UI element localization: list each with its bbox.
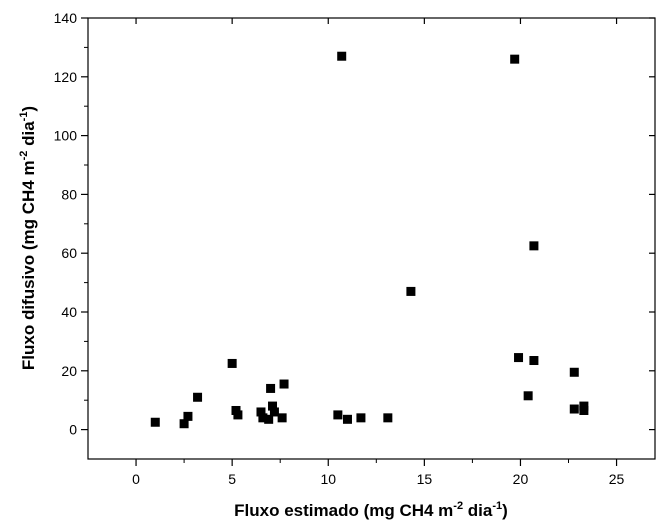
data-point (333, 410, 343, 420)
data-point (258, 413, 268, 423)
y-tick-label: 100 (54, 128, 78, 144)
data-point (233, 410, 243, 420)
data-point (529, 356, 539, 366)
x-tick-label: 15 (417, 471, 433, 487)
data-points (150, 51, 589, 429)
data-point (150, 417, 160, 427)
x-axis-title: Fluxo estimado (mg CH4 m-2 dia-1) (234, 500, 508, 520)
x-tick-label: 20 (513, 471, 529, 487)
data-point (383, 413, 393, 423)
data-point (193, 392, 203, 402)
data-point (227, 358, 237, 368)
data-point (179, 419, 189, 429)
data-point (529, 241, 539, 251)
data-point (406, 286, 416, 296)
data-point (269, 407, 279, 417)
data-point (523, 391, 533, 401)
y-tick-label: 40 (61, 304, 77, 320)
axis-ticks: 0 5 10 15 20 25 0 20 40 60 80 100 120 140 (54, 10, 655, 487)
x-tick-label: 5 (228, 471, 236, 487)
x-tick-label: 10 (320, 471, 336, 487)
data-point (279, 379, 289, 389)
y-tick-label: 120 (54, 69, 78, 85)
y-tick-label: 0 (69, 422, 77, 438)
data-point (266, 383, 276, 393)
data-point (514, 353, 524, 363)
x-tick-label: 25 (609, 471, 625, 487)
plot-frame (87, 17, 656, 460)
data-point (569, 367, 579, 377)
data-point (264, 414, 274, 424)
data-point (183, 411, 193, 421)
data-point (579, 405, 589, 415)
data-point (256, 407, 266, 417)
y-tick-label: 80 (61, 186, 77, 202)
data-point (277, 413, 287, 423)
data-point (342, 414, 352, 424)
data-point (569, 404, 579, 414)
y-tick-label: 60 (61, 245, 77, 261)
data-point (268, 401, 278, 411)
data-point (356, 413, 366, 423)
data-point (510, 54, 520, 64)
data-point (337, 51, 347, 61)
y-axis-title: Fluxo difusivo (mg CH4 m-2 dia-1) (18, 106, 38, 370)
y-tick-label: 140 (54, 10, 78, 26)
y-tick-label: 20 (61, 363, 77, 379)
x-tick-label: 0 (132, 471, 140, 487)
